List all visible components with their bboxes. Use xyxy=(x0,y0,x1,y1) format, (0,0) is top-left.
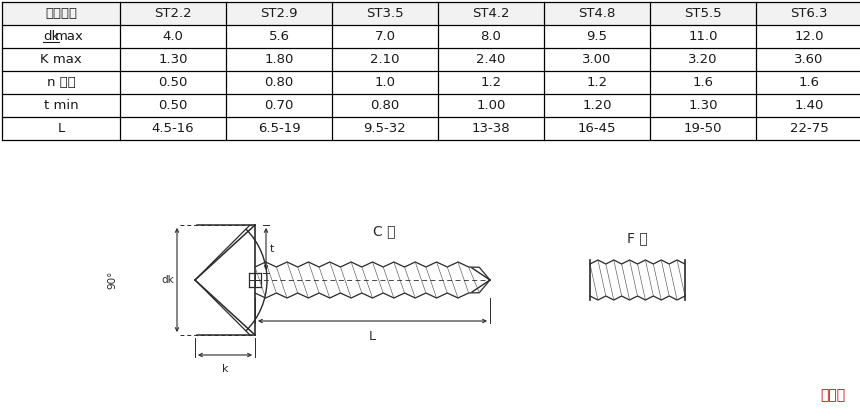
Text: 5.6: 5.6 xyxy=(268,30,290,43)
Text: 7.0: 7.0 xyxy=(374,30,396,43)
Text: 22-75: 22-75 xyxy=(789,122,828,135)
Text: 16-45: 16-45 xyxy=(578,122,617,135)
Text: L: L xyxy=(369,330,376,343)
Text: t: t xyxy=(270,244,274,254)
Text: 19-50: 19-50 xyxy=(684,122,722,135)
Text: 9.5: 9.5 xyxy=(587,30,607,43)
Text: 4.5-16: 4.5-16 xyxy=(151,122,194,135)
Text: 1.6: 1.6 xyxy=(798,76,820,89)
Text: 11.0: 11.0 xyxy=(688,30,718,43)
Text: k: k xyxy=(222,364,228,374)
Text: 1.6: 1.6 xyxy=(692,76,714,89)
Text: 0.80: 0.80 xyxy=(371,99,400,112)
Text: L: L xyxy=(58,122,64,135)
Text: ST2.2: ST2.2 xyxy=(154,7,192,20)
Text: 1.30: 1.30 xyxy=(158,53,187,66)
Text: 螺纹规格: 螺纹规格 xyxy=(45,7,77,20)
Text: ST5.5: ST5.5 xyxy=(685,7,722,20)
Text: t min: t min xyxy=(44,99,78,112)
Text: 3.20: 3.20 xyxy=(688,53,718,66)
Text: dk: dk xyxy=(162,275,174,285)
Text: 繁荣网: 繁荣网 xyxy=(820,388,845,402)
Text: 1.2: 1.2 xyxy=(587,76,607,89)
Text: 4.0: 4.0 xyxy=(163,30,183,43)
Text: 8.0: 8.0 xyxy=(481,30,501,43)
Text: 0.50: 0.50 xyxy=(158,99,187,112)
Text: 0.50: 0.50 xyxy=(158,76,187,89)
Text: 3.00: 3.00 xyxy=(582,53,611,66)
Text: ST6.3: ST6.3 xyxy=(790,7,827,20)
Text: F 型: F 型 xyxy=(627,231,648,245)
Text: 9.5-32: 9.5-32 xyxy=(364,122,407,135)
Text: max: max xyxy=(54,30,83,43)
Text: 0.70: 0.70 xyxy=(264,99,293,112)
Text: dk: dk xyxy=(43,30,59,43)
Text: 2.10: 2.10 xyxy=(371,53,400,66)
Text: ST2.9: ST2.9 xyxy=(261,7,298,20)
Text: 1.80: 1.80 xyxy=(264,53,293,66)
Text: C 型: C 型 xyxy=(373,224,396,238)
Text: ST3.5: ST3.5 xyxy=(366,7,404,20)
Text: 1.00: 1.00 xyxy=(476,99,506,112)
Text: 0.80: 0.80 xyxy=(264,76,293,89)
Text: 6.5-19: 6.5-19 xyxy=(258,122,300,135)
Text: 1.30: 1.30 xyxy=(688,99,718,112)
Text: 3.60: 3.60 xyxy=(795,53,824,66)
Text: 2.40: 2.40 xyxy=(476,53,506,66)
Text: 1.2: 1.2 xyxy=(481,76,501,89)
Text: 90°: 90° xyxy=(107,271,117,289)
Text: n 公称: n 公称 xyxy=(46,76,76,89)
Text: 13-38: 13-38 xyxy=(471,122,510,135)
Text: ST4.2: ST4.2 xyxy=(472,7,510,20)
Text: 1.20: 1.20 xyxy=(582,99,611,112)
Text: K max: K max xyxy=(40,53,82,66)
Bar xyxy=(2,2,860,25)
Text: 1.40: 1.40 xyxy=(795,99,824,112)
Text: 12.0: 12.0 xyxy=(795,30,824,43)
Text: ST4.8: ST4.8 xyxy=(578,7,616,20)
Text: 1.0: 1.0 xyxy=(374,76,396,89)
